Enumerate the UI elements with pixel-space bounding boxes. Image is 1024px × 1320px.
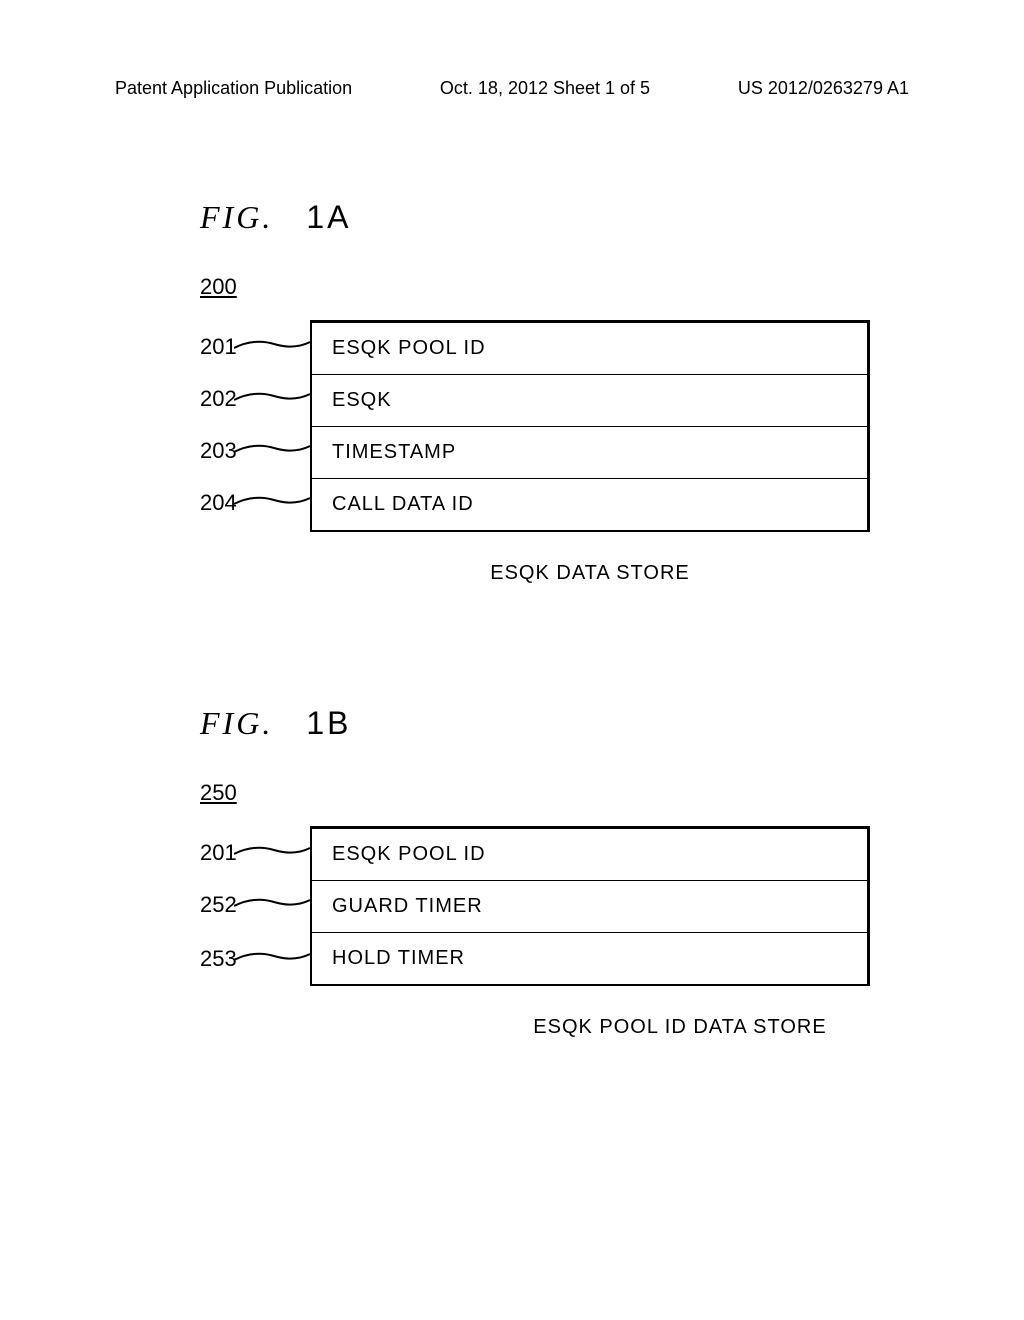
header-patent-number: US 2012/0263279 A1: [738, 78, 909, 99]
table-row: ESQK: [312, 375, 867, 427]
callout-icon: [234, 494, 310, 508]
page-header: Patent Application Publication Oct. 18, …: [0, 0, 1024, 99]
row-ref-201b: 201: [200, 840, 237, 866]
table-row: ESQK POOL ID: [312, 829, 867, 881]
header-date-sheet: Oct. 18, 2012 Sheet 1 of 5: [440, 78, 650, 99]
callout-icon: [234, 896, 310, 910]
row-ref-253: 253: [200, 946, 237, 972]
row-ref-252: 252: [200, 892, 237, 918]
table-row: CALL DATA ID: [312, 479, 867, 530]
table-row: ESQK POOL ID: [312, 323, 867, 375]
table-row: HOLD TIMER: [312, 933, 867, 984]
figure-1b-table-container: 201 252 253 ESQK POOL ID GUARD TIMER HOL…: [200, 826, 1024, 1039]
callout-icon: [234, 844, 310, 858]
figure-1a-table-container: 201 202 203 204 ESQK POOL ID ESQK TIMEST…: [200, 320, 1024, 585]
figure-1a-label: FIG. 1A: [200, 199, 1024, 236]
figure-1a-ref: 200: [200, 274, 237, 300]
row-ref-204: 204: [200, 490, 237, 516]
callout-icon: [234, 390, 310, 404]
row-ref-201: 201: [200, 334, 237, 360]
callout-icon: [234, 442, 310, 456]
callout-icon: [234, 338, 310, 352]
figure-1b-label: FIG. 1B: [200, 705, 1024, 742]
table-row: TIMESTAMP: [312, 427, 867, 479]
figure-1b-ref: 250: [200, 780, 237, 806]
row-ref-202: 202: [200, 386, 237, 412]
row-ref-203: 203: [200, 438, 237, 464]
figure-1b: FIG. 1B 250 201 252 253 ESQK POOL ID GUA…: [0, 705, 1024, 1039]
figure-1a-caption: ESQK DATA STORE: [310, 562, 870, 585]
esqk-data-store-table: ESQK POOL ID ESQK TIMESTAMP CALL DATA ID: [310, 320, 870, 532]
esqk-pool-id-data-store-table: ESQK POOL ID GUARD TIMER HOLD TIMER: [310, 826, 870, 986]
figure-1a: FIG. 1A 200 201 202 203 204 ESQK POOL ID…: [0, 199, 1024, 585]
figure-1b-caption: ESQK POOL ID DATA STORE: [400, 1016, 960, 1039]
header-publication: Patent Application Publication: [115, 78, 352, 99]
table-row: GUARD TIMER: [312, 881, 867, 933]
callout-icon: [234, 950, 310, 964]
